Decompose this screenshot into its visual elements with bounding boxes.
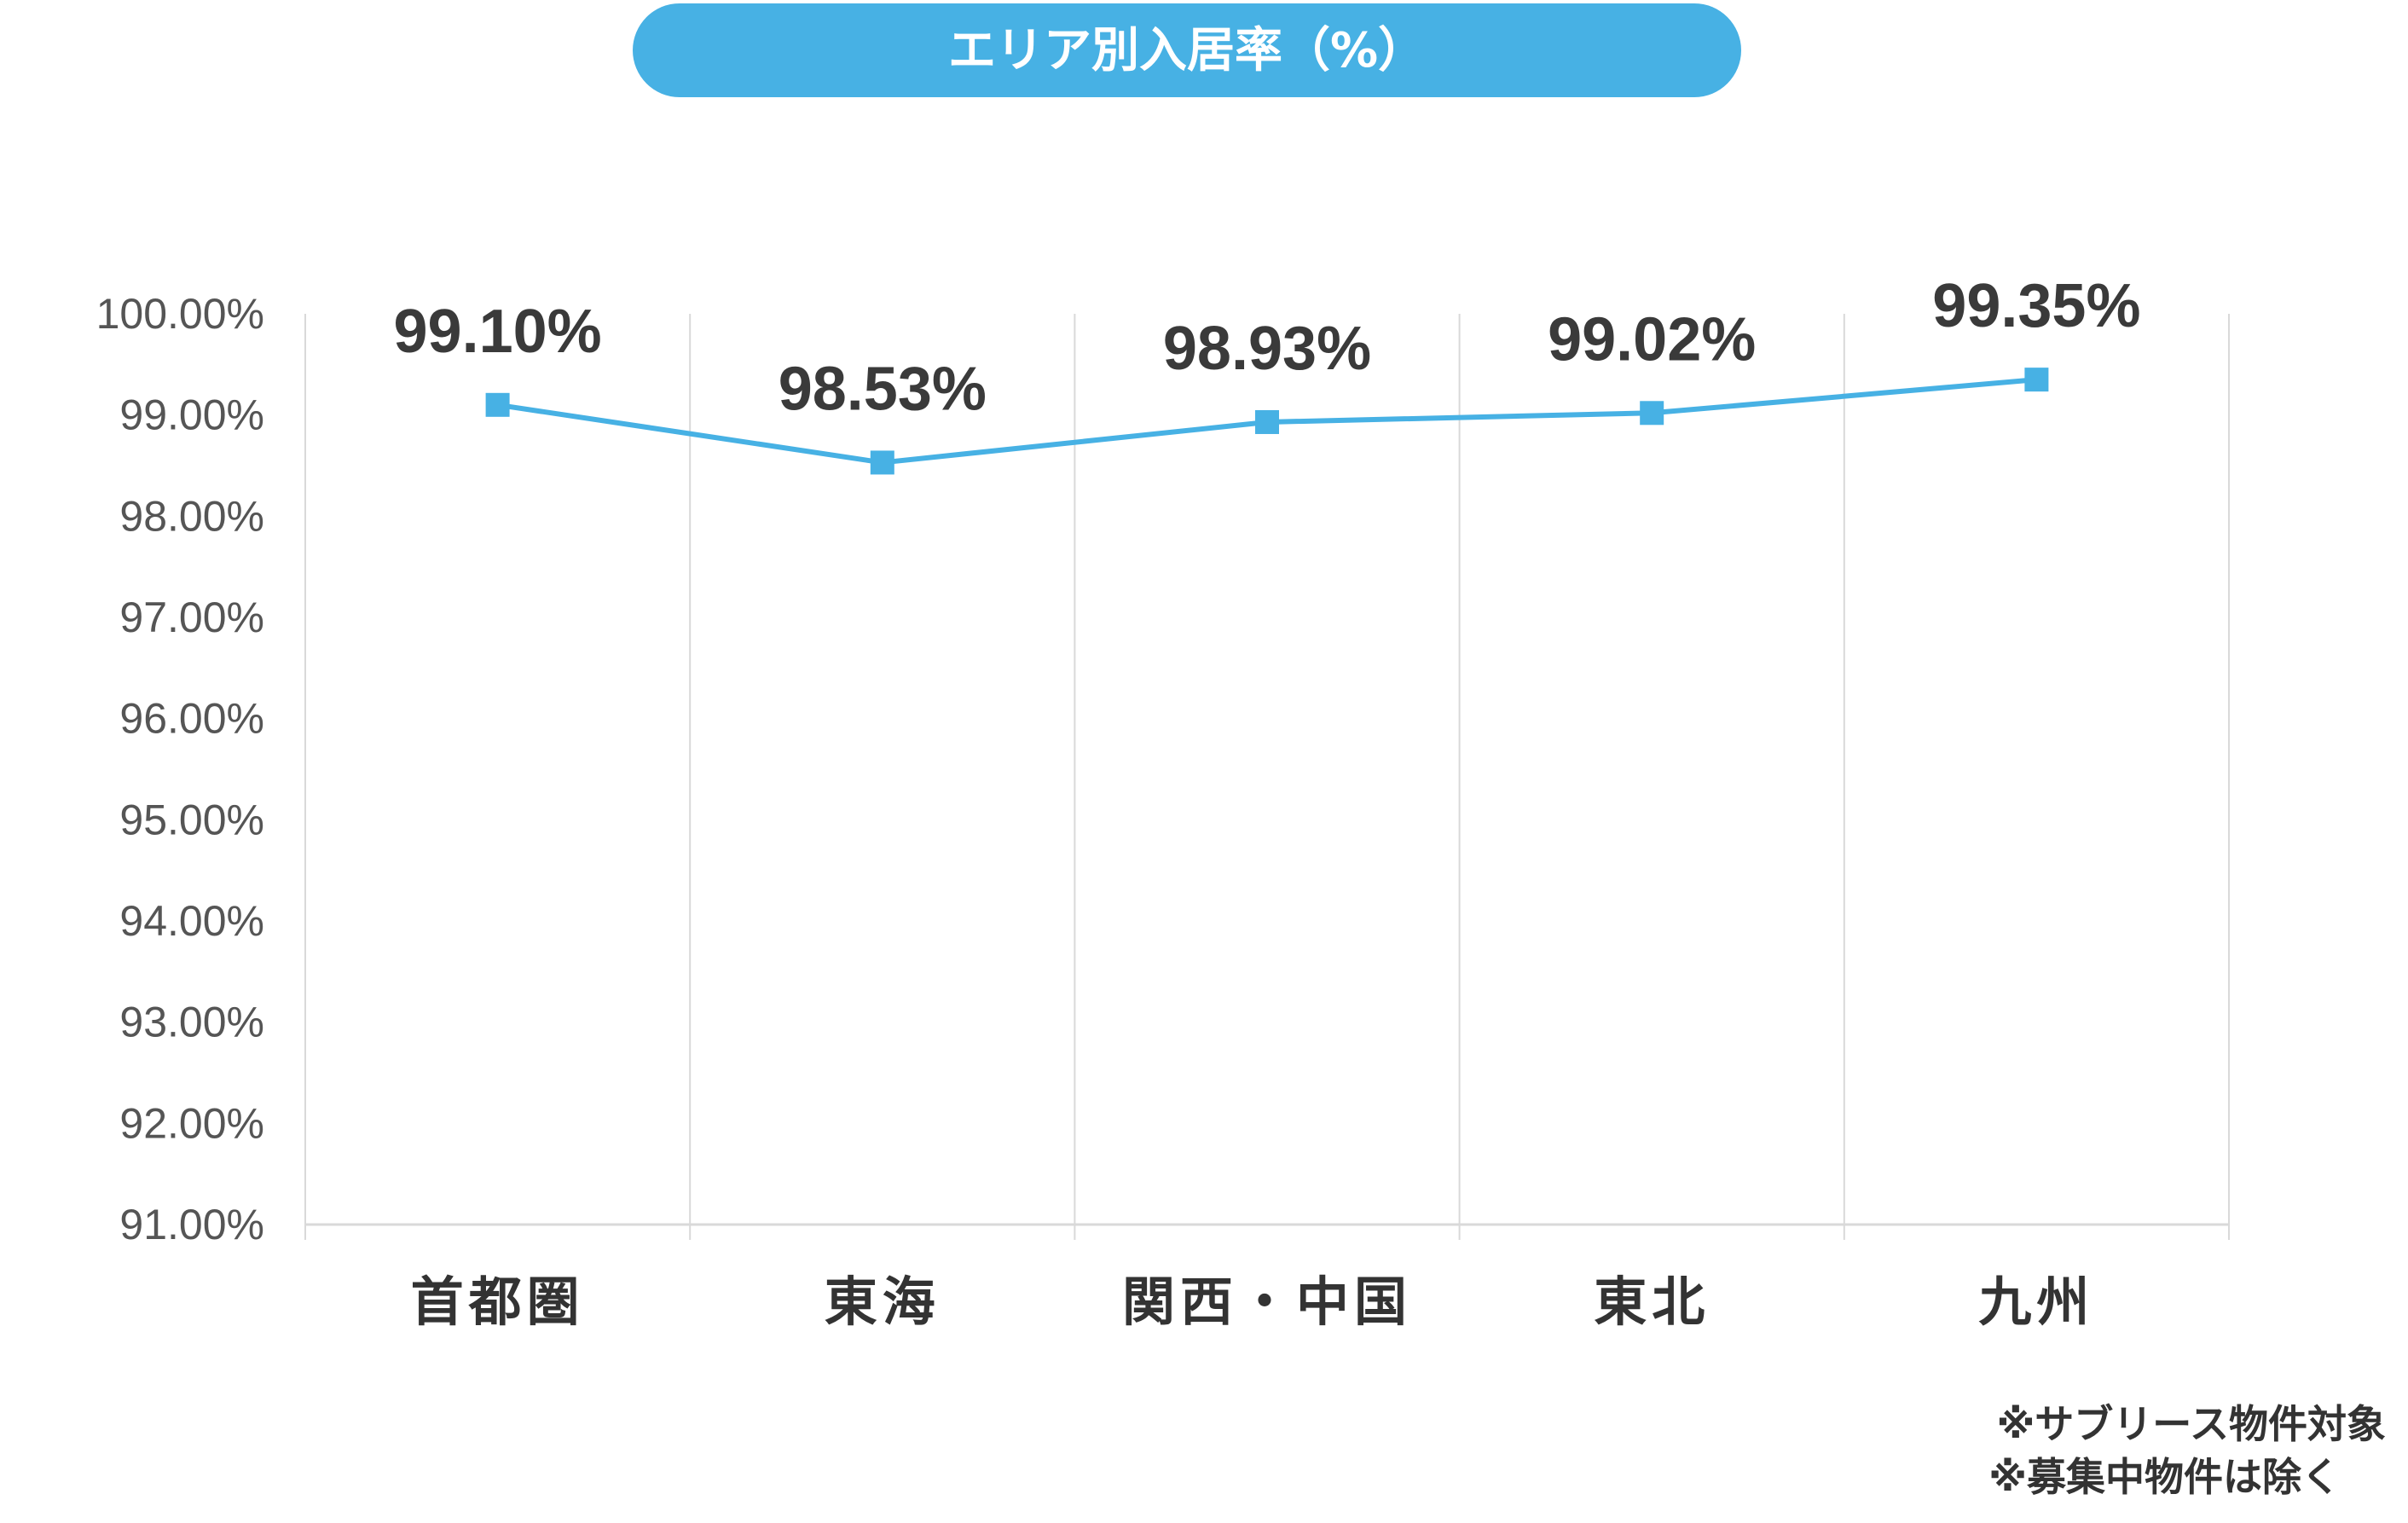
x-category-label: 九州 [1978, 1271, 2094, 1333]
data-label: 99.35% [1932, 272, 2140, 340]
data-point-marker [485, 392, 510, 417]
y-tick-label: 100.00% [96, 290, 264, 338]
data-point-marker [1640, 401, 1664, 426]
title-pill [633, 3, 1741, 97]
plot-area: 91.00% 92.00% 93.00% 94.00% 95.00% 96.00% 97.0… [96, 272, 2230, 1333]
data-label: 98.93% [1163, 315, 1371, 383]
x-category-label: 東海 [825, 1271, 941, 1333]
y-tick-label: 99.00% [119, 391, 264, 439]
y-tick-label: 94.00% [119, 897, 264, 945]
y-tick-label: 97.00% [119, 594, 264, 641]
title-banner: エリア別入居率（%） [633, 3, 1741, 97]
notes: ※サブリース物件対象 ※募集中物件は除く [1988, 1401, 2386, 1500]
note-sublease: ※サブリース物件対象 [1997, 1401, 2386, 1447]
y-tick-label: 96.00% [119, 695, 264, 743]
data-point-marker [870, 450, 894, 475]
x-category-label: 首都圏 [411, 1271, 585, 1333]
x-category-label: 東北 [1594, 1271, 1710, 1333]
data-point-marker [2024, 368, 2049, 392]
chart-title: エリア別入居率（%） [948, 23, 1426, 78]
note-excluding-vacant: ※募集中物件は除く [1988, 1454, 2341, 1500]
data-label: 99.02% [1548, 305, 1756, 374]
data-label: 99.10% [393, 298, 601, 366]
y-tick-label: 95.00% [119, 796, 264, 843]
y-tick-label: 93.00% [119, 999, 264, 1046]
data-label: 98.53% [779, 355, 987, 423]
x-category-label: 関西・中国 [1122, 1271, 1412, 1333]
y-tick-label: 98.00% [119, 492, 264, 540]
y-tick-label: 91.00% [119, 1201, 264, 1248]
data-point-marker [1255, 409, 1279, 434]
y-tick-label: 92.00% [119, 1099, 264, 1147]
